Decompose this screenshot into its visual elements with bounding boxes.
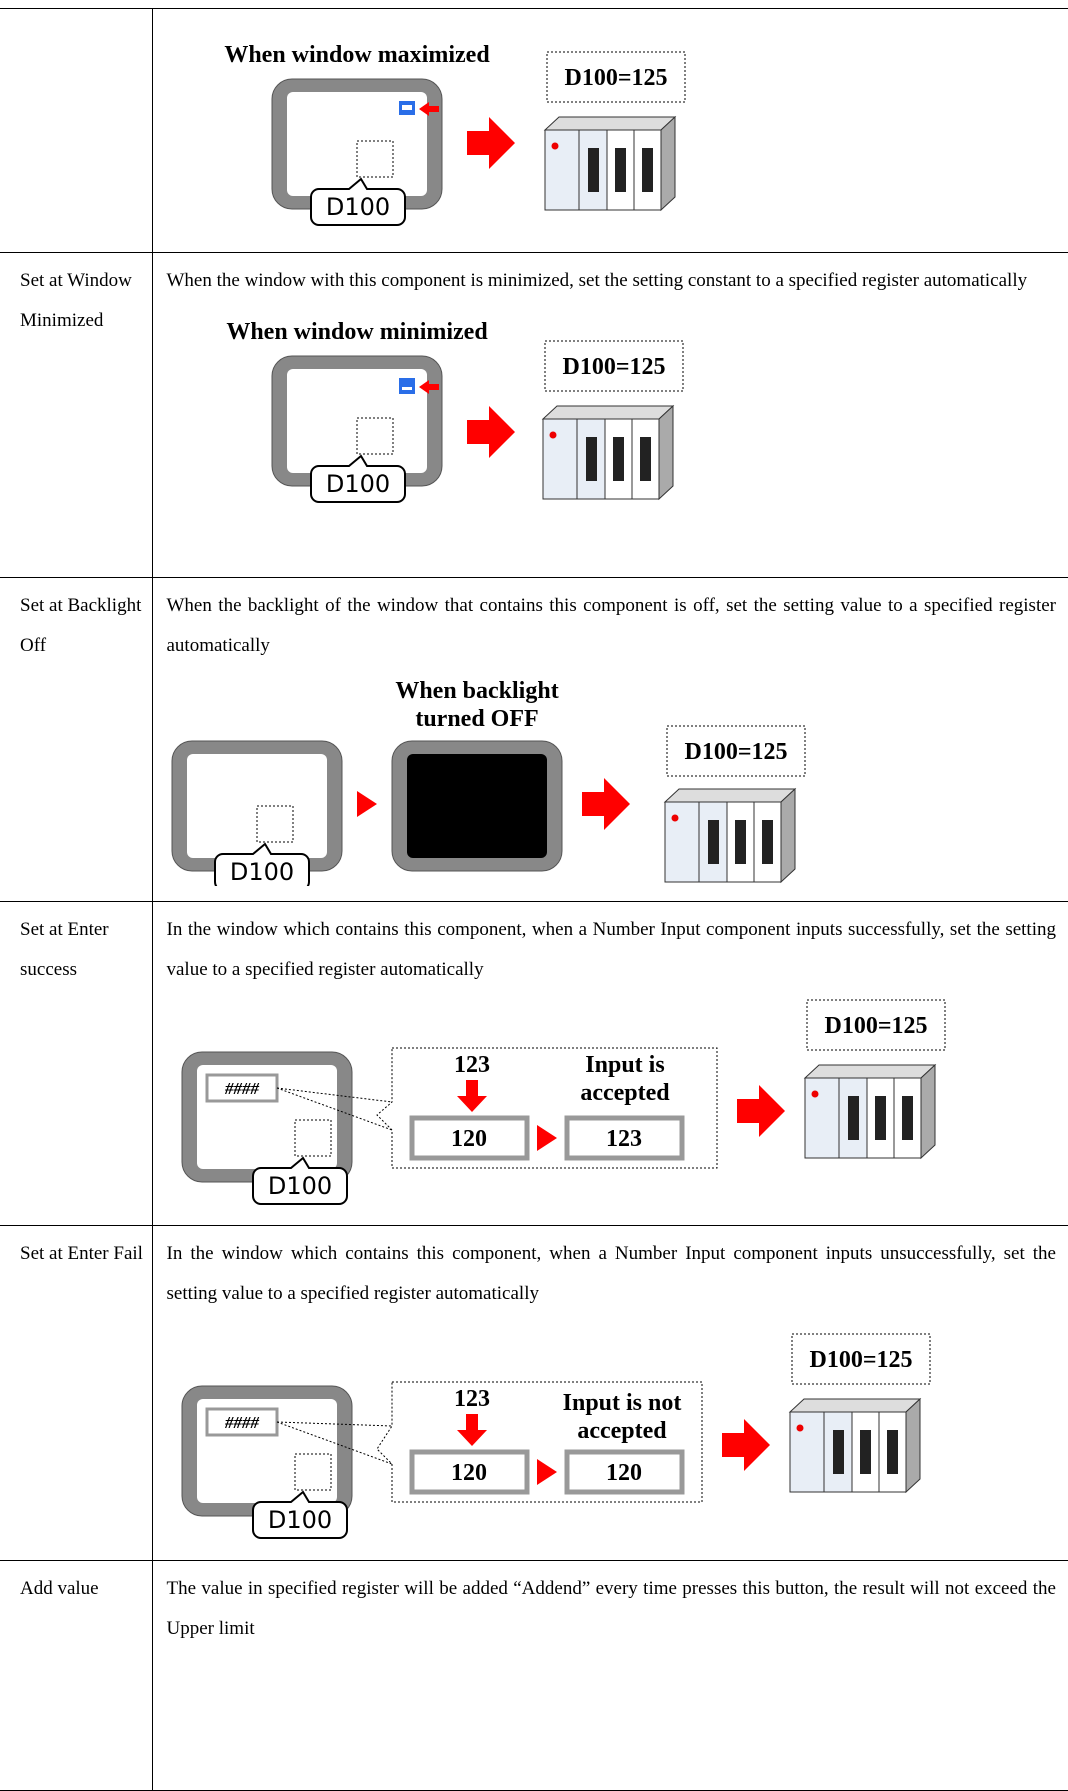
label: Set at Enter Fail bbox=[0, 1225, 153, 1561]
diagram: When backlight turned OFF D100 D100=125 bbox=[171, 678, 805, 891]
result: D100=125 bbox=[564, 65, 667, 91]
result: D100=125 bbox=[824, 1013, 927, 1039]
address: D100 bbox=[267, 1506, 331, 1534]
diagram: When window minimized D100 D100=125 bbox=[226, 319, 683, 503]
result: D100=125 bbox=[684, 739, 787, 765]
cell: The value in specified register will be … bbox=[151, 1560, 1068, 1791]
status: Input is bbox=[585, 1052, 664, 1078]
address: D100 bbox=[229, 858, 293, 886]
status: Input is not bbox=[562, 1390, 681, 1416]
caption-line: When backlight bbox=[395, 678, 558, 704]
caption: When window minimized bbox=[226, 319, 488, 345]
caption: When window maximized bbox=[224, 42, 490, 68]
label: Set at Window Minimized bbox=[0, 252, 153, 578]
description: In the window which contains this compon… bbox=[166, 1243, 1057, 1304]
address: D100 bbox=[325, 193, 389, 221]
input: 123 bbox=[454, 1052, 490, 1078]
after-value: 123 bbox=[606, 1126, 642, 1152]
description: When the window with this component is m… bbox=[166, 270, 1028, 291]
status: accepted bbox=[580, 1080, 670, 1106]
field: #### bbox=[224, 1413, 260, 1432]
label: Add value bbox=[0, 1560, 153, 1791]
page: When window maximized D100 D100=125 Set … bbox=[0, 8, 1068, 1791]
after-value: 120 bbox=[606, 1460, 642, 1486]
diagram: #### D100 123 120 Input is not accepted … bbox=[181, 1333, 930, 1539]
caption-line: turned OFF bbox=[415, 706, 538, 732]
before-value: 120 bbox=[451, 1126, 487, 1152]
description: In the window which contains this compon… bbox=[166, 919, 1057, 980]
description: When the backlight of the window that co… bbox=[166, 595, 1057, 656]
cell: When the window with this component is m… bbox=[151, 252, 1068, 578]
diagram: When window maximized D100 D100=125 bbox=[224, 42, 685, 226]
cell bbox=[0, 8, 153, 253]
diagram: #### D100 123 120 Input is accepted 123 … bbox=[181, 999, 945, 1205]
before-value: 120 bbox=[451, 1460, 487, 1486]
cell: When window maximized D100 D100=125 bbox=[151, 8, 1068, 253]
address: D100 bbox=[267, 1172, 331, 1200]
address: D100 bbox=[325, 470, 389, 498]
status: accepted bbox=[577, 1418, 667, 1444]
label: Set at Backlight Off bbox=[0, 577, 153, 902]
cell: In the window which contains this compon… bbox=[151, 1225, 1068, 1561]
cell: In the window which contains this compon… bbox=[151, 901, 1068, 1226]
field: #### bbox=[224, 1079, 260, 1098]
description: The value in specified register will be … bbox=[166, 1578, 1057, 1639]
cell: When the backlight of the window that co… bbox=[151, 577, 1068, 902]
result: D100=125 bbox=[809, 1347, 912, 1373]
input: 123 bbox=[454, 1386, 490, 1412]
result: D100=125 bbox=[562, 354, 665, 380]
table: When window maximized D100 D100=125 Set … bbox=[0, 8, 1068, 1791]
label: Set at Enter success bbox=[0, 901, 153, 1226]
